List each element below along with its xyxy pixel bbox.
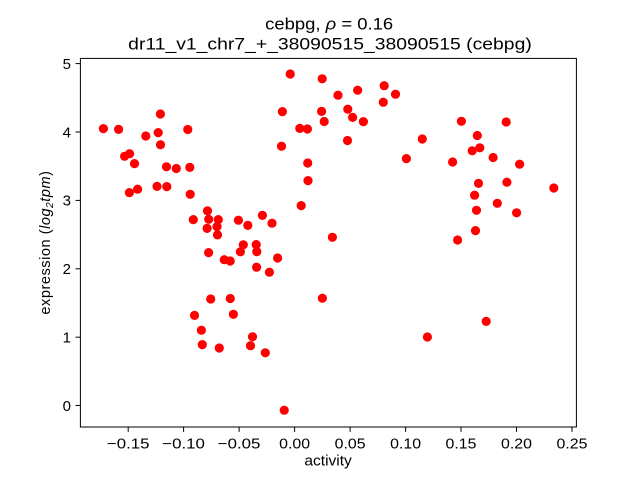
svg-text:4: 4 <box>63 124 71 141</box>
svg-text:cebpg, ρ = 0.16: cebpg, ρ = 0.16 <box>265 15 393 34</box>
svg-text:0.15: 0.15 <box>446 437 477 453</box>
svg-text:0.20: 0.20 <box>501 437 532 453</box>
svg-text:5: 5 <box>63 56 71 73</box>
svg-text:2: 2 <box>63 261 71 278</box>
svg-text:−0.10: −0.10 <box>162 437 205 453</box>
svg-text:0.25: 0.25 <box>557 437 588 453</box>
svg-text:activity: activity <box>304 454 352 470</box>
svg-text:1: 1 <box>63 330 71 347</box>
svg-text:dr11_v1_chr7_+_38090515_380905: dr11_v1_chr7_+_38090515_38090515 (cebpg) <box>128 35 532 54</box>
svg-text:0.05: 0.05 <box>335 437 366 453</box>
svg-text:3: 3 <box>63 193 71 210</box>
svg-text:0.10: 0.10 <box>390 437 421 453</box>
svg-text:−0.05: −0.05 <box>218 437 261 453</box>
svg-text:−0.15: −0.15 <box>107 437 150 453</box>
svg-text:0: 0 <box>63 398 71 415</box>
svg-text:expression (log2tpm): expression (log2tpm) <box>38 171 56 315</box>
svg-text:0.00: 0.00 <box>279 437 310 453</box>
